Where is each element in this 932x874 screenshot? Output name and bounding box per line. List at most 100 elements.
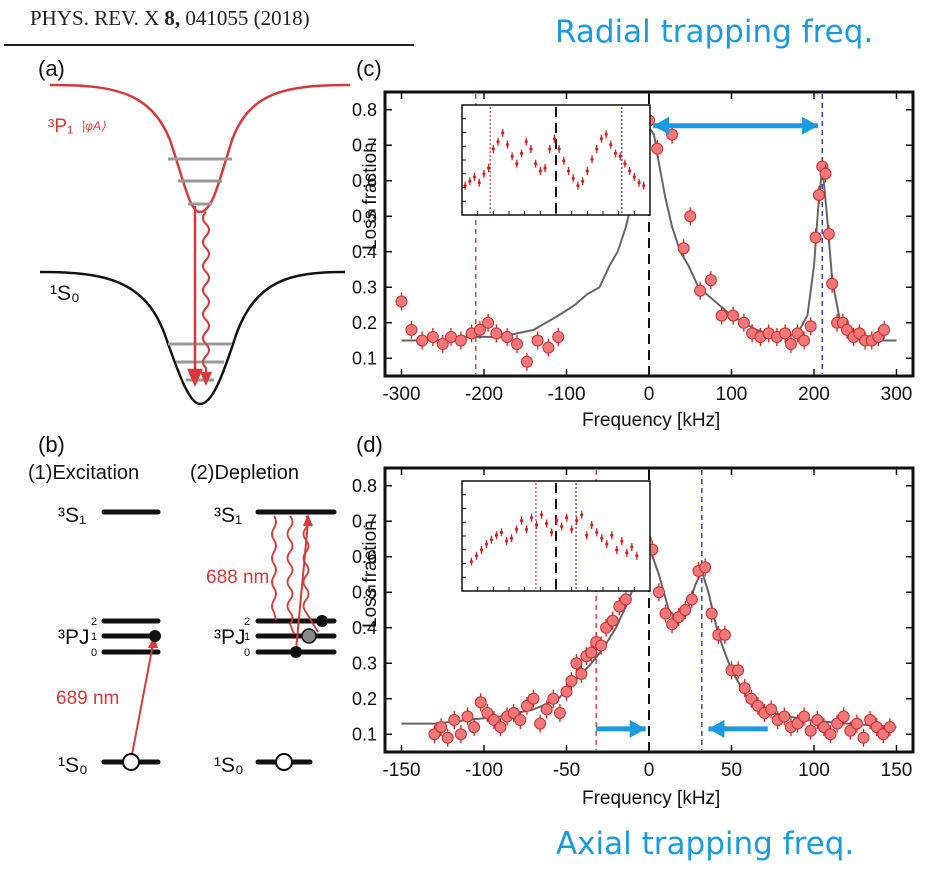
data-point — [468, 179, 472, 183]
data-point — [623, 162, 627, 166]
data-point — [519, 519, 524, 523]
y-tick-label: 0.2 — [352, 313, 377, 333]
data-point — [534, 717, 547, 730]
y-tick-label: 0.5 — [352, 582, 377, 602]
data-point — [510, 154, 514, 158]
decay-arrow-head — [200, 372, 212, 386]
y-tick-label: 0.6 — [352, 547, 377, 567]
data-point — [883, 721, 896, 734]
data-point — [765, 703, 778, 716]
data-point — [822, 228, 835, 240]
y-tick-label: 0.3 — [352, 277, 377, 297]
data-point — [474, 696, 487, 709]
data-point — [531, 334, 544, 347]
data-point — [499, 530, 504, 534]
decay-wiggle-1 — [271, 515, 277, 621]
data-point — [501, 131, 505, 135]
axial-title: Axial trapping freq. — [556, 826, 855, 862]
atom-p0-depletion — [290, 646, 302, 658]
data-point — [490, 327, 503, 340]
data-point — [599, 137, 604, 141]
spontaneous-decay-arrow — [202, 211, 210, 374]
data-point — [618, 154, 622, 158]
data-point — [878, 323, 891, 336]
y-tick-label: 0.2 — [352, 689, 377, 709]
svg-text:2: 2 — [91, 616, 97, 628]
data-point — [543, 166, 547, 170]
data-point — [479, 548, 484, 552]
data-point — [514, 527, 519, 532]
atom-s0-depletion — [275, 753, 293, 771]
svg-text:2: 2 — [244, 616, 250, 628]
depletion-arrow-688 — [295, 521, 309, 651]
data-point — [679, 604, 692, 616]
x-tick-label: -300 — [382, 384, 420, 405]
data-point — [727, 309, 740, 322]
panel-c-label: (c) — [356, 56, 382, 81]
data-point — [469, 560, 473, 564]
y-tick-label: 0.3 — [352, 653, 377, 673]
data-point — [482, 172, 486, 176]
svg-text:1: 1 — [91, 631, 97, 643]
data-point — [826, 277, 839, 290]
x-tick-label: 50 — [721, 760, 742, 781]
svg-text:¹S₀: ¹S₀ — [214, 754, 244, 777]
data-point — [514, 714, 527, 727]
data-point — [585, 169, 589, 173]
data-point — [684, 210, 697, 223]
decay-wiggle-2 — [286, 515, 295, 635]
y-tick-label: 0.6 — [352, 171, 377, 191]
x-tick-label: -100 — [547, 384, 585, 405]
data-point — [685, 593, 698, 606]
data-point — [590, 523, 594, 527]
data-point — [718, 628, 731, 641]
data-point — [600, 536, 604, 540]
data-point — [615, 548, 619, 552]
data-point — [454, 728, 467, 741]
data-point — [581, 179, 585, 183]
data-point — [566, 169, 571, 173]
y-tick-label: 0.1 — [352, 348, 377, 368]
data-point — [468, 721, 481, 734]
data-point — [812, 188, 825, 201]
x-tick-label: -100 — [465, 760, 503, 781]
axial-arrow-head — [629, 719, 646, 738]
lower-vibrational-levels — [168, 342, 232, 382]
data-point — [538, 169, 542, 173]
svg-text:³S₁: ³S₁ — [214, 504, 242, 527]
atom-s0-excitation — [122, 753, 140, 771]
upper-ket-label: |φA⟩ — [82, 119, 106, 133]
x-tick-label: 0 — [644, 760, 655, 781]
x-tick-label: 100 — [716, 384, 748, 405]
journal-prefix: PHYS. REV. X — [30, 6, 165, 30]
y-tick-label: 0.8 — [352, 476, 377, 496]
data-point — [477, 181, 481, 185]
svg-text:¹S₀: ¹S₀ — [58, 754, 88, 777]
svg-text:0: 0 — [91, 647, 97, 659]
panel-a-label: (a) — [38, 56, 65, 81]
data-point — [542, 341, 555, 354]
data-point — [857, 731, 870, 744]
data-point — [445, 330, 457, 343]
data-point — [519, 151, 524, 155]
radial-arrow-tail — [653, 116, 670, 135]
data-point — [585, 646, 598, 659]
data-point — [699, 561, 712, 574]
data-point — [416, 334, 429, 347]
data-point — [461, 710, 474, 723]
data-point — [504, 539, 509, 543]
chart-c-inset — [461, 104, 651, 216]
data-point — [642, 184, 646, 188]
y-tick-label: 0.5 — [352, 206, 377, 226]
data-point — [704, 274, 717, 287]
data-point — [552, 330, 565, 343]
data-point — [606, 614, 619, 627]
data-point — [565, 675, 578, 687]
x-tick-label: 200 — [798, 384, 830, 405]
x-tick-label: 100 — [798, 760, 830, 781]
data-point — [505, 143, 510, 147]
data-point — [784, 338, 797, 351]
data-point — [496, 140, 500, 144]
upper-state-label: ³P₁ — [48, 116, 73, 137]
panel-a-diagram: ³P₁ |φA⟩ ¹S₀ — [39, 83, 351, 406]
